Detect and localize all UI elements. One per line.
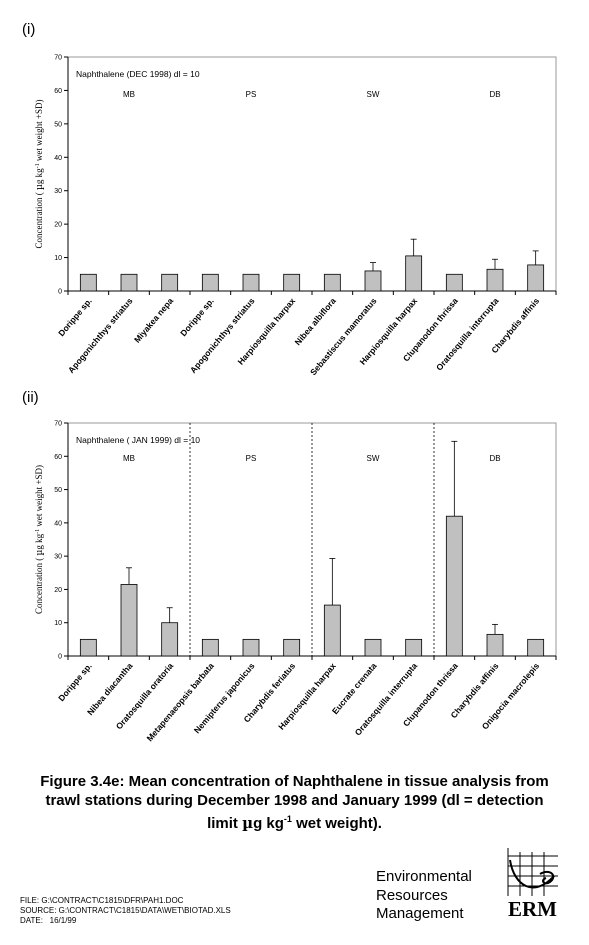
y-tick-label: 70 <box>54 55 62 62</box>
group-label: DB <box>489 454 500 463</box>
figure-caption: Figure 3.4e: Mean concentration of Napht… <box>14 772 575 833</box>
group-label: DB <box>489 90 500 99</box>
chart-annotation: Naphthalene ( JAN 1999) dl = 10 <box>76 435 200 445</box>
org-line-1: Environmental <box>376 868 472 885</box>
y-tick-label: 60 <box>54 88 62 95</box>
y-tick-label: 40 <box>54 155 62 162</box>
bar <box>242 638 260 657</box>
y-tick-label: 10 <box>54 620 62 627</box>
bar <box>79 273 97 292</box>
caption-line-1: Figure 3.4e: Mean concentration of Napht… <box>40 773 549 790</box>
footer-source: SOURCE: G:\CONTRACT\C1815\DATA\WET\BIOTA… <box>20 906 231 915</box>
bar <box>323 604 341 657</box>
x-tick-label: Dorippe sp. <box>56 661 94 703</box>
bar <box>201 273 219 292</box>
bar <box>527 638 545 657</box>
org-line-2: Resources <box>376 886 448 904</box>
bar <box>323 273 341 292</box>
group-label: SW <box>367 90 380 99</box>
y-tick-label: 40 <box>54 520 62 527</box>
group-label: MB <box>123 90 135 99</box>
footer-date: DATE: 16/1/99 <box>20 916 77 925</box>
chart-panel-ii: 0 10 20 30 40 50 60 70 Concentration ( µg kg-1 w… <box>34 421 557 743</box>
bar <box>364 638 382 657</box>
y-tick-label: 30 <box>54 554 62 561</box>
x-tick-label: Metapenaeopsis barbata <box>144 661 216 744</box>
bar <box>120 273 138 292</box>
y-tick-label: 60 <box>54 454 62 461</box>
bar <box>201 638 219 657</box>
file-footer: FILE: G:\CONTRACT\C1815\DFR\PAH1.DOC SOU… <box>20 896 231 926</box>
y-tick-label: 10 <box>54 255 62 262</box>
erm-logo-text: ERM <box>508 897 557 921</box>
org-name: Environmental Resources Management <box>376 868 472 924</box>
caption-line-3: limit µg kg-1 wet weight). <box>207 814 382 832</box>
chart-panel-i: 0 10 20 30 40 50 60 70 Concentration ( µg kg-1 w… <box>34 55 557 377</box>
bar <box>445 273 463 292</box>
group-label: PS <box>246 454 257 463</box>
bar <box>161 622 179 657</box>
group-label: PS <box>246 90 257 99</box>
caption-line-2: trawl stations during December 1998 and … <box>45 792 544 809</box>
y-tick-label: 50 <box>54 487 62 494</box>
group-label: SW <box>367 454 380 463</box>
bar <box>120 584 138 657</box>
y-axis-label: Concentration ( µg kg-1 wet weight +SD) <box>34 465 45 614</box>
panel-label-i: (i) <box>22 21 36 38</box>
y-tick-label: 20 <box>54 587 62 594</box>
y-tick-label: 0 <box>58 289 62 296</box>
bar <box>283 273 301 292</box>
bar <box>283 638 301 657</box>
chart-annotation: Naphthalene (DEC 1998) dl = 10 <box>76 69 200 79</box>
group-label: MB <box>123 454 135 463</box>
panel-label-ii: (ii) <box>22 389 39 406</box>
org-line-3: Management <box>376 905 464 922</box>
footer-file: FILE: G:\CONTRACT\C1815\DFR\PAH1.DOC <box>20 896 184 905</box>
bar <box>161 273 179 292</box>
erm-logo: ERM <box>507 848 558 921</box>
bar <box>79 638 97 657</box>
bar <box>405 638 423 657</box>
y-tick-label: 20 <box>54 222 62 229</box>
y-tick-label: 30 <box>54 188 62 195</box>
y-axis-label: Concentration ( µg kg-1 wet weight +SD) <box>34 100 45 249</box>
y-tick-label: 70 <box>54 421 62 428</box>
bar <box>242 273 260 292</box>
bar <box>486 633 504 657</box>
bar <box>445 515 463 657</box>
y-tick-label: 50 <box>54 121 62 128</box>
y-tick-label: 0 <box>58 654 62 661</box>
